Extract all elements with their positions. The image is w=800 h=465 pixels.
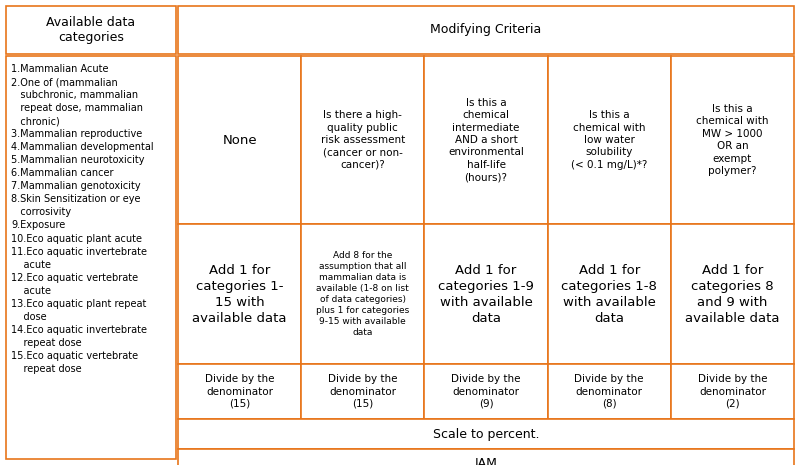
- Text: Scale to percent.: Scale to percent.: [433, 427, 539, 440]
- Text: Add 1 for
categories 1-8
with available
data: Add 1 for categories 1-8 with available …: [562, 264, 657, 325]
- Text: Is there a high-
quality public
risk assessment
(cancer or non-
cancer)?: Is there a high- quality public risk ass…: [321, 110, 405, 170]
- Bar: [547, 364, 671, 419]
- Text: Divide by the
denominator
(2): Divide by the denominator (2): [698, 374, 767, 409]
- Bar: [6, 56, 176, 459]
- Text: Add 1 for
categories 1-9
with available
data: Add 1 for categories 1-9 with available …: [438, 264, 534, 325]
- Bar: [670, 56, 794, 224]
- Bar: [424, 364, 547, 419]
- Text: Divide by the
denominator
(15): Divide by the denominator (15): [328, 374, 398, 409]
- Bar: [301, 224, 424, 364]
- Bar: [178, 56, 301, 224]
- Text: Divide by the
denominator
(8): Divide by the denominator (8): [574, 374, 644, 409]
- Text: Add 8 for the
assumption that all
mammalian data is
available (1-8 on list
of da: Add 8 for the assumption that all mammal…: [316, 251, 410, 337]
- Bar: [424, 224, 547, 364]
- Text: IAM: IAM: [474, 457, 498, 465]
- Bar: [178, 449, 794, 465]
- Bar: [178, 224, 301, 364]
- Bar: [424, 56, 547, 224]
- Text: 1.Mammalian Acute
2.One of (mammalian
   subchronic, mammalian
   repeat dose, m: 1.Mammalian Acute 2.One of (mammalian su…: [11, 64, 154, 374]
- Bar: [547, 224, 671, 364]
- Bar: [6, 6, 176, 54]
- Text: Is this a
chemical
intermediate
AND a short
environmental
half-life
(hours)?: Is this a chemical intermediate AND a sh…: [448, 98, 524, 182]
- Text: Add 1 for
categories 8
and 9 with
available data: Add 1 for categories 8 and 9 with availa…: [685, 264, 780, 325]
- Bar: [670, 224, 794, 364]
- Text: Divide by the
denominator
(15): Divide by the denominator (15): [205, 374, 274, 409]
- Text: Is this a
chemical with
low water
solubility
(< 0.1 mg/L)*?: Is this a chemical with low water solubi…: [571, 110, 647, 170]
- Bar: [670, 364, 794, 419]
- Bar: [301, 56, 424, 224]
- Text: Add 1 for
categories 1-
15 with
available data: Add 1 for categories 1- 15 with availabl…: [192, 264, 287, 325]
- Bar: [178, 6, 794, 54]
- Text: None: None: [222, 133, 257, 146]
- Text: Modifying Criteria: Modifying Criteria: [430, 24, 542, 36]
- Text: Divide by the
denominator
(9): Divide by the denominator (9): [451, 374, 521, 409]
- Text: Available data
categories: Available data categories: [46, 15, 135, 45]
- Bar: [178, 364, 301, 419]
- Bar: [178, 419, 794, 449]
- Text: Is this a
chemical with
MW > 1000
OR an
exempt
polymer?: Is this a chemical with MW > 1000 OR an …: [696, 104, 769, 176]
- Bar: [547, 56, 671, 224]
- Bar: [301, 364, 424, 419]
